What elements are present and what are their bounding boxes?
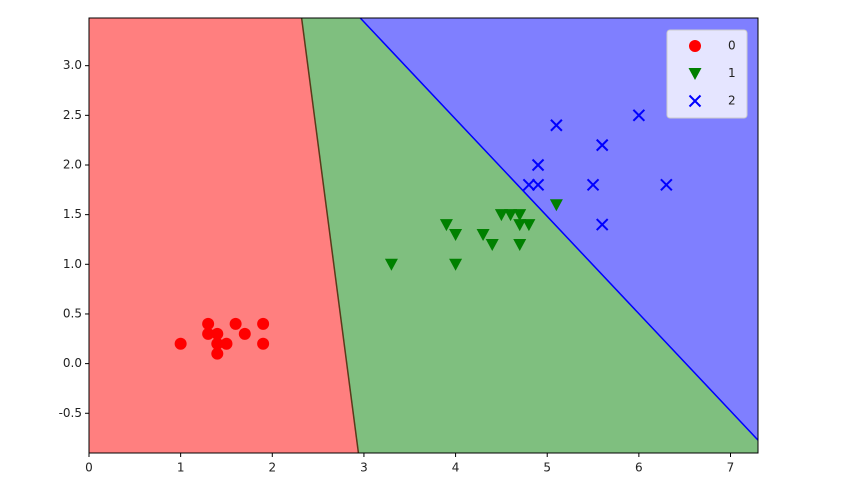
point [211, 327, 224, 340]
point [439, 219, 453, 232]
x-tick-label: 4 [452, 461, 460, 475]
legend-marker [688, 94, 702, 108]
point [595, 138, 609, 152]
point [586, 178, 600, 192]
point [476, 229, 490, 242]
point [504, 209, 518, 222]
point [449, 229, 463, 242]
x-tick-label: 5 [543, 461, 551, 475]
point [531, 178, 545, 192]
y-tick-label: 0.5 [63, 306, 82, 320]
point [550, 119, 563, 132]
y-tick-label: 1.0 [63, 257, 82, 271]
point [513, 209, 527, 222]
x-tick-label: 3 [360, 461, 368, 475]
plot-frame [88, 17, 759, 454]
decision-region [301, 18, 758, 453]
point [174, 337, 187, 350]
point [494, 209, 508, 222]
legend-box [666, 29, 748, 119]
decision-boundary [359, 17, 759, 441]
legend-marker [688, 68, 702, 80]
point [513, 238, 527, 251]
point [211, 337, 224, 350]
legend-label: 1 [728, 66, 736, 80]
x-tick-label: 0 [85, 461, 93, 475]
y-tick-label: 2.5 [63, 108, 82, 122]
point [531, 158, 545, 172]
legend-label: 2 [728, 94, 736, 108]
point [257, 337, 270, 350]
point [595, 218, 609, 231]
point [632, 109, 646, 122]
x-tick-label: 7 [727, 461, 735, 475]
point [522, 178, 536, 192]
x-tick-label: 6 [635, 461, 643, 475]
point [220, 337, 233, 350]
point [202, 317, 215, 330]
point [211, 347, 224, 360]
point [257, 317, 270, 330]
y-tick-label: 0.0 [63, 356, 82, 370]
point [513, 219, 527, 232]
point [202, 327, 215, 340]
y-tick-label: 2.0 [63, 157, 82, 171]
point [229, 317, 242, 330]
legend-marker [689, 40, 701, 52]
decision-boundary [300, 17, 360, 454]
point [522, 219, 536, 232]
point [384, 258, 398, 271]
y-tick-label: 1.5 [63, 207, 82, 221]
point [549, 199, 563, 212]
point [660, 178, 673, 192]
y-tick-label: -0.5 [59, 406, 82, 420]
point [238, 327, 251, 340]
point [449, 258, 463, 271]
x-tick-label: 2 [268, 461, 276, 475]
legend: 0 1 2 [666, 29, 748, 119]
point [485, 238, 499, 251]
decision-region [89, 18, 359, 453]
x-tick-label: 1 [177, 461, 185, 475]
legend-label: 0 [728, 39, 736, 53]
y-tick-label: 3.0 [63, 58, 82, 72]
